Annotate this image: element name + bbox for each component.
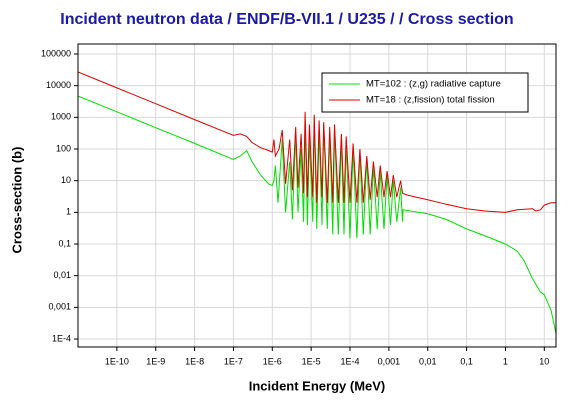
x-tick-label: 1E-6 — [263, 356, 282, 366]
plot-frame — [77, 43, 557, 348]
y-tick-label: 1000 — [51, 112, 71, 122]
plot-area — [78, 71, 556, 334]
x-tick-label: 1E-9 — [146, 356, 165, 366]
y-tick-label: 0,1 — [58, 238, 71, 248]
x-tick-label: 0,01 — [419, 356, 437, 366]
y-tick-label: 10 — [61, 175, 71, 185]
y-axis-label: Cross-section (b) — [9, 147, 24, 254]
x-axis-label: Incident Energy (MeV) — [249, 378, 386, 393]
y-tick-label: 0,001 — [48, 302, 71, 312]
y-tick-label: 10000 — [46, 80, 71, 90]
legend-label: MT=18 : (z,fission) total fission — [366, 95, 495, 106]
y-tick-label: 1 — [66, 207, 71, 217]
x-tick-label: 1E-10 — [105, 356, 129, 366]
y-tick-label: 100000 — [41, 48, 71, 58]
x-tick-label: 1 — [503, 356, 508, 366]
legend-label: MT=102 : (z,g) radiative capture — [366, 79, 501, 90]
x-tick-label: 1E-4 — [341, 356, 360, 366]
y-tick-label: 100 — [56, 143, 71, 153]
x-tick-label: 0,1 — [460, 356, 473, 366]
y-tick-label: 1E-4 — [52, 333, 71, 343]
x-tick-label: 1E-7 — [224, 356, 243, 366]
series-line — [78, 95, 556, 334]
x-tick-label: 1E-8 — [185, 356, 204, 366]
series-line — [78, 71, 556, 213]
y-tick-label: 0,01 — [53, 270, 71, 280]
x-tick-label: 0,001 — [378, 356, 401, 366]
chart-title: Incident neutron data / ENDF/B-VII.1 / U… — [60, 11, 513, 28]
x-tick-label: 10 — [539, 356, 549, 366]
legend-box — [321, 72, 529, 113]
x-tick-label: 1E-5 — [302, 356, 321, 366]
